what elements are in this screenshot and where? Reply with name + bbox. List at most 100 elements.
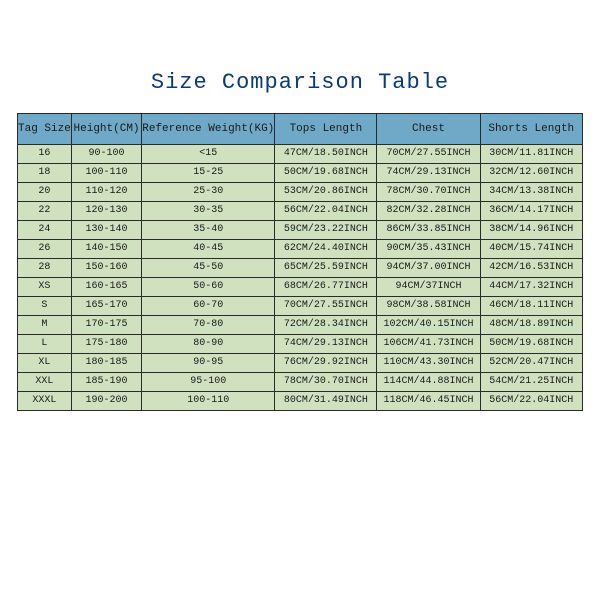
table-cell: 140-150 (71, 240, 141, 259)
col-header: Shorts Length (480, 114, 582, 145)
table-cell: 40CM/15.74INCH (480, 240, 582, 259)
table-row: XL180-18590-9576CM/29.92INCH110CM/43.30I… (18, 354, 583, 373)
table-cell: 54CM/21.25INCH (480, 373, 582, 392)
table-cell: 94CM/37.00INCH (377, 259, 480, 278)
table-cell: 42CM/16.53INCH (480, 259, 582, 278)
table-cell: 82CM/32.28INCH (377, 202, 480, 221)
table-cell: 90-100 (71, 145, 141, 164)
table-cell: M (18, 316, 72, 335)
table-cell: XL (18, 354, 72, 373)
table-cell: 50CM/19.68INCH (275, 164, 377, 183)
col-header: Tag Size (18, 114, 72, 145)
table-cell: 20 (18, 183, 72, 202)
table-cell: 72CM/28.34INCH (275, 316, 377, 335)
table-cell: 28 (18, 259, 72, 278)
col-header: Height(CM) (71, 114, 141, 145)
table-row: 26140-15040-4562CM/24.40INCH90CM/35.43IN… (18, 240, 583, 259)
table-cell: 15-25 (142, 164, 275, 183)
table-cell: 114CM/44.88INCH (377, 373, 480, 392)
table-cell: 65CM/25.59INCH (275, 259, 377, 278)
table-row: XXXL190-200100-11080CM/31.49INCH118CM/46… (18, 392, 583, 411)
table-cell: 100-110 (71, 164, 141, 183)
table-cell: 78CM/30.70INCH (275, 373, 377, 392)
table-cell: 175-180 (71, 335, 141, 354)
table-row: L175-18080-9074CM/29.13INCH106CM/41.73IN… (18, 335, 583, 354)
table-cell: <15 (142, 145, 275, 164)
table-cell: 50-60 (142, 278, 275, 297)
table-cell: 70CM/27.55INCH (377, 145, 480, 164)
header-row: Tag Size Height(CM) Reference Weight(KG)… (18, 114, 583, 145)
table-cell: XXXL (18, 392, 72, 411)
table-cell: 18 (18, 164, 72, 183)
table-cell: XS (18, 278, 72, 297)
table-cell: 98CM/38.58INCH (377, 297, 480, 316)
table-cell: 56CM/22.04INCH (480, 392, 582, 411)
table-cell: XXL (18, 373, 72, 392)
table-cell: 78CM/30.70INCH (377, 183, 480, 202)
table-cell: 160-165 (71, 278, 141, 297)
table-cell: 190-200 (71, 392, 141, 411)
table-cell: 94CM/37INCH (377, 278, 480, 297)
table-cell: 68CM/26.77INCH (275, 278, 377, 297)
table-cell: 22 (18, 202, 72, 221)
table-cell: 165-170 (71, 297, 141, 316)
table-cell: 80CM/31.49INCH (275, 392, 377, 411)
table-cell: 32CM/12.60INCH (480, 164, 582, 183)
table-cell: 38CM/14.96INCH (480, 221, 582, 240)
table-row: 24130-14035-4059CM/23.22INCH86CM/33.85IN… (18, 221, 583, 240)
table-cell: 185-190 (71, 373, 141, 392)
table-cell: S (18, 297, 72, 316)
table-cell: 70CM/27.55INCH (275, 297, 377, 316)
table-cell: 40-45 (142, 240, 275, 259)
table-cell: 52CM/20.47INCH (480, 354, 582, 373)
table-cell: 36CM/14.17INCH (480, 202, 582, 221)
table-cell: 35-40 (142, 221, 275, 240)
table-cell: 24 (18, 221, 72, 240)
table-cell: 59CM/23.22INCH (275, 221, 377, 240)
table-cell: 80-90 (142, 335, 275, 354)
table-cell: 76CM/29.92INCH (275, 354, 377, 373)
table-cell: 45-50 (142, 259, 275, 278)
table-cell: 150-160 (71, 259, 141, 278)
table-cell: 130-140 (71, 221, 141, 240)
table-cell: 30-35 (142, 202, 275, 221)
table-row: 1690-100<1547CM/18.50INCH70CM/27.55INCH3… (18, 145, 583, 164)
table-cell: 120-130 (71, 202, 141, 221)
table-body: 1690-100<1547CM/18.50INCH70CM/27.55INCH3… (18, 145, 583, 411)
table-cell: 56CM/22.04INCH (275, 202, 377, 221)
table-cell: 74CM/29.13INCH (275, 335, 377, 354)
table-cell: 100-110 (142, 392, 275, 411)
size-table: Tag Size Height(CM) Reference Weight(KG)… (17, 113, 583, 411)
table-cell: 30CM/11.81INCH (480, 145, 582, 164)
col-header: Reference Weight(KG) (142, 114, 275, 145)
table-cell: 180-185 (71, 354, 141, 373)
table-cell: 48CM/18.89INCH (480, 316, 582, 335)
table-cell: 50CM/19.68INCH (480, 335, 582, 354)
table-cell: 106CM/41.73INCH (377, 335, 480, 354)
table-cell: 34CM/13.38INCH (480, 183, 582, 202)
table-row: 18100-11015-2550CM/19.68INCH74CM/29.13IN… (18, 164, 583, 183)
table-cell: 90CM/35.43INCH (377, 240, 480, 259)
table-cell: 74CM/29.13INCH (377, 164, 480, 183)
table-cell: 95-100 (142, 373, 275, 392)
table-cell: 118CM/46.45INCH (377, 392, 480, 411)
table-cell: 26 (18, 240, 72, 259)
table-row: XS160-16550-6068CM/26.77INCH94CM/37INCH4… (18, 278, 583, 297)
table-row: M170-17570-8072CM/28.34INCH102CM/40.15IN… (18, 316, 583, 335)
table-cell: 60-70 (142, 297, 275, 316)
table-cell: 90-95 (142, 354, 275, 373)
col-header: Chest (377, 114, 480, 145)
table-cell: L (18, 335, 72, 354)
table-cell: 170-175 (71, 316, 141, 335)
table-row: 22120-13030-3556CM/22.04INCH82CM/32.28IN… (18, 202, 583, 221)
table-cell: 47CM/18.50INCH (275, 145, 377, 164)
table-cell: 70-80 (142, 316, 275, 335)
table-cell: 53CM/20.86INCH (275, 183, 377, 202)
table-cell: 44CM/17.32INCH (480, 278, 582, 297)
table-row: 28150-16045-5065CM/25.59INCH94CM/37.00IN… (18, 259, 583, 278)
table-row: XXL185-19095-10078CM/30.70INCH114CM/44.8… (18, 373, 583, 392)
table-row: S165-17060-7070CM/27.55INCH98CM/38.58INC… (18, 297, 583, 316)
table-cell: 62CM/24.40INCH (275, 240, 377, 259)
col-header: Tops Length (275, 114, 377, 145)
table-row: 20110-12025-3053CM/20.86INCH78CM/30.70IN… (18, 183, 583, 202)
